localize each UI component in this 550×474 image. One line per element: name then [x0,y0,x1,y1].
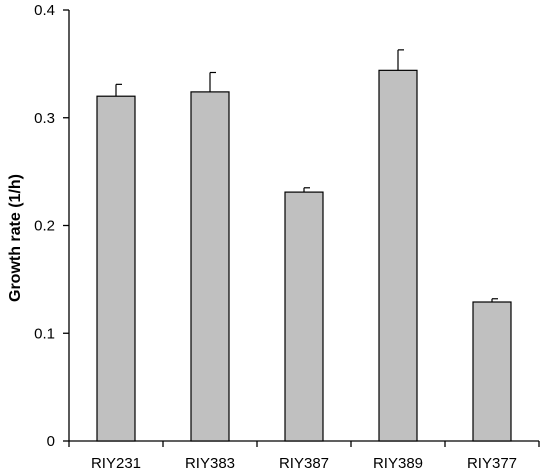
bar [190,91,230,442]
x-tick-label: RIY389 [373,455,423,472]
y-tick-label: 0.2 [34,218,55,235]
bar [378,69,418,442]
y-tick-label: 0 [47,433,55,450]
x-tick-label: RIY231 [91,455,141,472]
x-tick-label: RIY383 [185,455,235,472]
y-tick-label: 0.1 [34,325,55,342]
x-tick-label: RIY377 [467,455,517,472]
y-tick-label: 0.3 [34,110,55,127]
plot-area: 0 0.1 0.2 0.3 0.4 RIY231 RIY383 RIY387 RIY389 RIY… [34,2,540,472]
bar [284,191,324,442]
y-axis-title: Growth rate (1/h) [7,174,24,302]
x-tick-label: RIY387 [279,455,329,472]
bar [472,301,512,442]
bar [96,95,136,442]
y-tick-label: 0.4 [34,2,55,19]
